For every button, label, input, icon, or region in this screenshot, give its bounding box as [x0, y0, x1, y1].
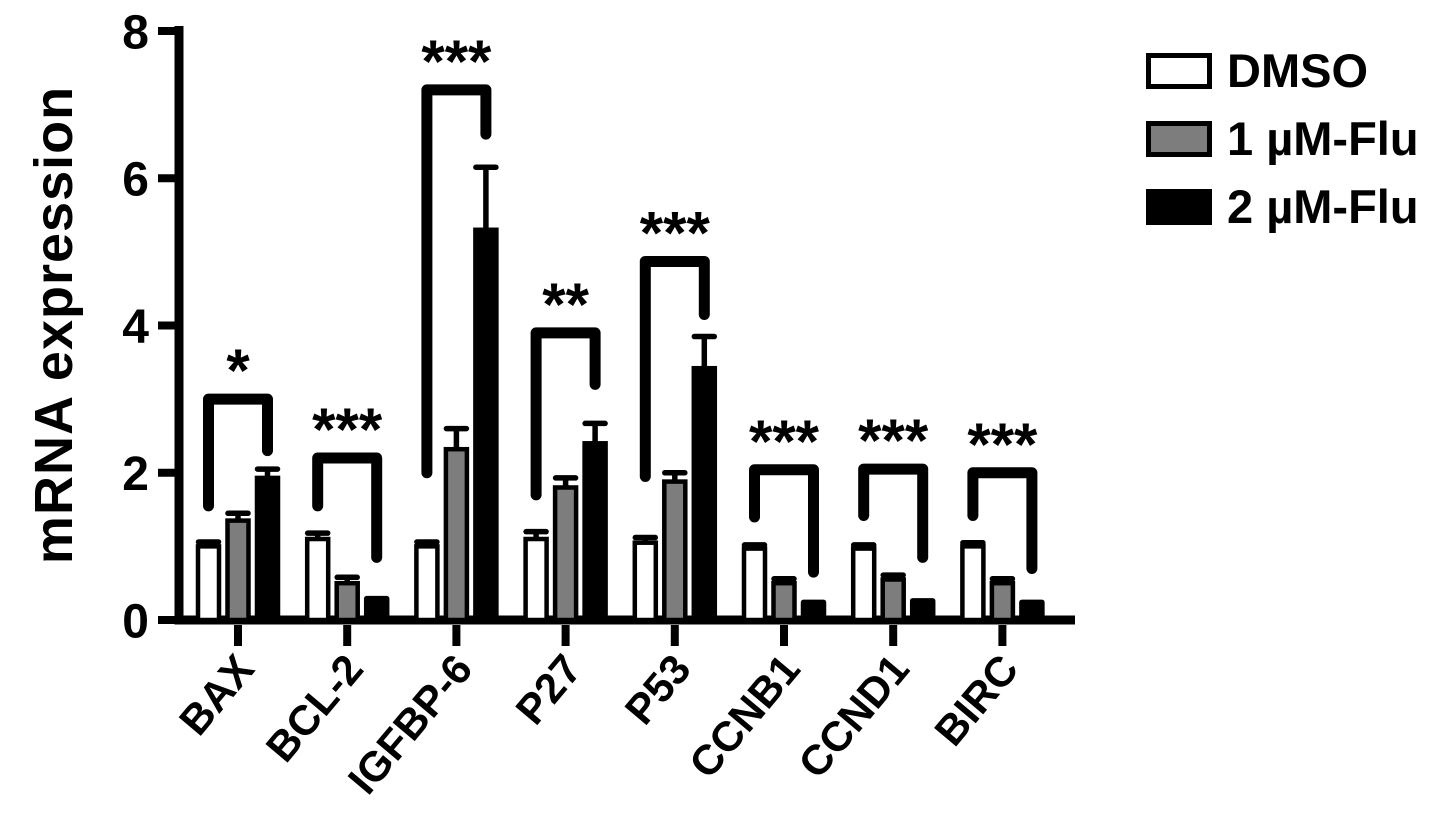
legend-item-1um-flu: 1 µM-Flu	[1146, 115, 1419, 162]
bar-1 µM-Flu-IGFBP-6	[443, 446, 470, 623]
bar-2 µM-Flu-BAX	[254, 475, 281, 623]
y-tick-label: 8	[122, 6, 149, 59]
y-axis-label: mRNA expression	[24, 85, 84, 565]
legend-swatch-dmso	[1146, 52, 1212, 89]
x-category-label: BCL-2	[257, 646, 372, 771]
bar-2 µM-Flu-CCNB1	[800, 603, 827, 623]
bar-2 µM-Flu-CCND1	[909, 601, 936, 623]
bar-DMSO-BCL-2	[304, 536, 331, 623]
significance-bracket-CCND1	[858, 463, 929, 563]
significance-bracket-BCL-2	[312, 452, 383, 563]
bar-DMSO-CCNB1	[741, 546, 768, 623]
bar-DMSO-P53	[632, 540, 659, 623]
x-category-label: CCNB1	[680, 646, 809, 787]
y-tick-label: 0	[122, 595, 149, 648]
x-category-label: CCND1	[789, 646, 918, 787]
x-category-label: P53	[616, 646, 700, 733]
legend-label-1um-flu: 1 µM-Flu	[1227, 112, 1419, 165]
y-tick-label: 2	[122, 448, 149, 501]
bar-2 µM-Flu-P53	[691, 365, 718, 623]
bar-1 µM-Flu-P27	[552, 485, 579, 623]
significance-stars-BAX: *	[226, 337, 250, 404]
y-tick-label: 4	[122, 301, 149, 354]
x-category-label: BAX	[170, 646, 263, 744]
bar-DMSO-BIRC	[960, 544, 986, 623]
significance-stars-CCND1: ***	[858, 407, 929, 474]
bar-1 µM-Flu-BCL-2	[334, 580, 360, 623]
significance-bracket-CCNB1	[749, 464, 819, 578]
legend-swatch-2um-flu	[1146, 188, 1212, 225]
bar-DMSO-CCND1	[850, 546, 877, 623]
significance-bracket-IGFBP-6	[421, 84, 492, 479]
significance-stars-IGFBP-6: ***	[421, 28, 492, 95]
bar-1 µM-Flu-BAX	[225, 518, 251, 623]
bar-2 µM-Flu-BIRC	[1019, 603, 1045, 623]
significance-bracket-P53	[639, 255, 710, 482]
significance-stars-BCL-2: ***	[312, 396, 383, 463]
x-category-label: P27	[506, 646, 590, 733]
x-category-label: BIRC	[925, 646, 1027, 755]
bar-1 µM-Flu-P53	[662, 479, 688, 623]
bar-DMSO-P27	[523, 536, 549, 623]
bar-1 µM-Flu-CCNB1	[771, 580, 797, 623]
bar-DMSO-BAX	[195, 544, 222, 623]
significance-bracket-BIRC	[967, 467, 1038, 574]
bar-1 µM-Flu-CCND1	[880, 577, 906, 623]
bar-2 µM-Flu-BCL-2	[363, 599, 390, 623]
significance-bracket-BAX	[203, 393, 273, 512]
y-tick-label: 6	[122, 154, 149, 207]
significance-stars-CCNB1: ***	[749, 408, 820, 475]
significance-stars-BIRC: ***	[967, 411, 1038, 478]
legend-item-dmso: DMSO	[1146, 47, 1419, 94]
bar-2 µM-Flu-P27	[582, 441, 608, 623]
bar-1 µM-Flu-BIRC	[989, 580, 1016, 623]
significance-stars-P27: **	[542, 271, 589, 338]
bar-DMSO-IGFBP-6	[414, 544, 440, 623]
bar-2 µM-Flu-IGFBP-6	[473, 227, 499, 623]
legend-label-dmso: DMSO	[1227, 44, 1368, 97]
legend: DMSO 1 µM-Flu 2 µM-Flu	[1146, 47, 1419, 230]
legend-item-2um-flu: 2 µM-Flu	[1146, 183, 1419, 230]
legend-label-2um-flu: 2 µM-Flu	[1227, 180, 1419, 233]
significance-bracket-P27	[530, 327, 601, 501]
legend-swatch-1um-flu	[1146, 120, 1212, 157]
significance-stars-P53: ***	[640, 199, 711, 266]
